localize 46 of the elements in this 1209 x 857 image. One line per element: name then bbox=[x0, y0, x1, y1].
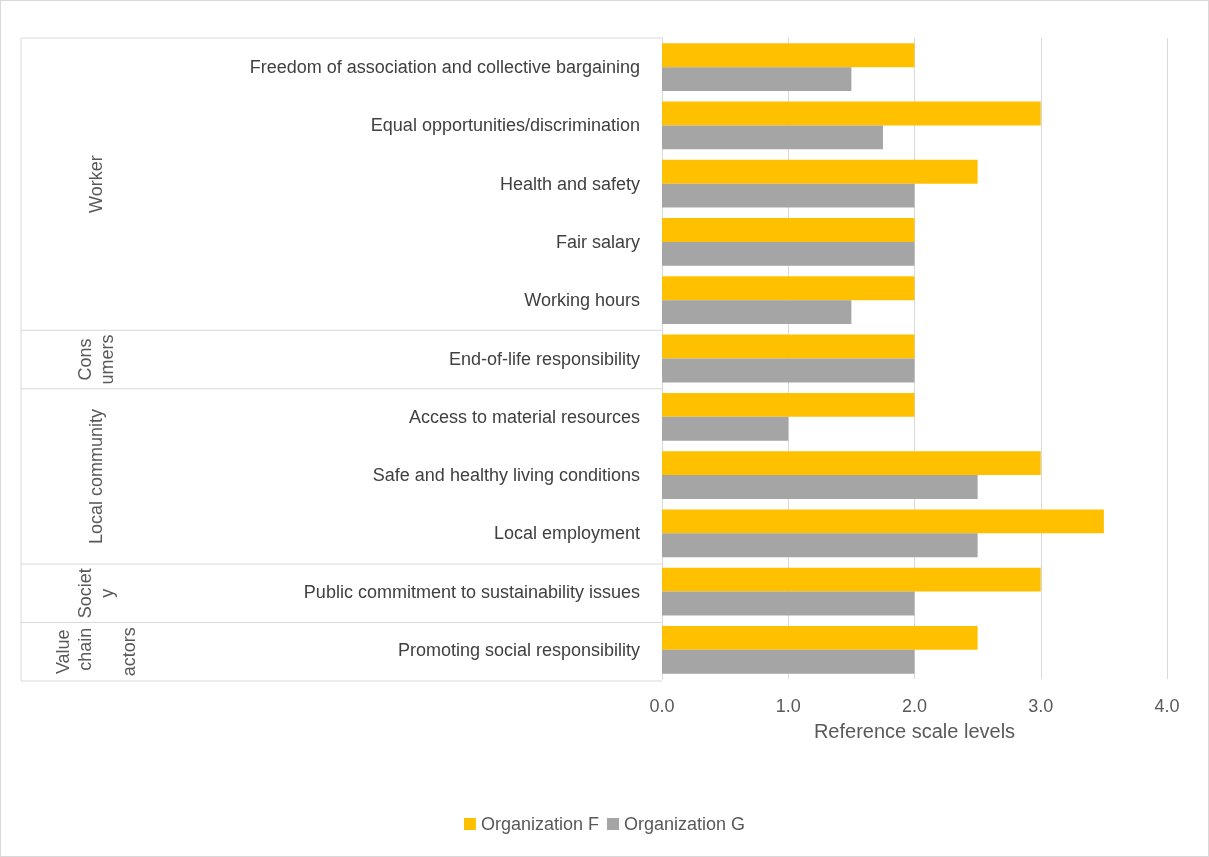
bar bbox=[662, 625, 978, 650]
y-tick-label: End-of-life responsibility bbox=[448, 348, 640, 369]
text: Local community bbox=[86, 408, 106, 544]
y-tick-label: Safe and healthy living conditions bbox=[372, 465, 640, 486]
bar bbox=[662, 43, 915, 68]
bar bbox=[662, 509, 1104, 534]
text: Value chain actors bbox=[53, 627, 139, 677]
bar bbox=[662, 533, 978, 558]
bar bbox=[662, 67, 852, 92]
bar bbox=[662, 125, 883, 150]
y-tick-label: Freedom of association and collective bargaining bbox=[249, 57, 640, 78]
y-tick-label: Equal opportunities/discrimination bbox=[370, 115, 640, 136]
x-axis-title: Reference scale levels bbox=[813, 720, 1016, 742]
bar bbox=[662, 159, 978, 184]
text: Worker bbox=[86, 155, 106, 213]
y-tick-label: Fair salary bbox=[555, 231, 640, 252]
bar bbox=[662, 276, 915, 301]
text: Consumers bbox=[75, 334, 117, 385]
bar bbox=[662, 649, 915, 674]
y-tick-label: Local employment bbox=[493, 523, 640, 544]
bar bbox=[662, 334, 915, 359]
bar bbox=[662, 591, 915, 616]
bar bbox=[662, 300, 852, 325]
bar bbox=[662, 358, 915, 383]
legend-label: Organization F bbox=[480, 814, 599, 834]
bar bbox=[662, 183, 915, 208]
bar bbox=[662, 101, 1041, 126]
x-tick-label: 0.0 bbox=[649, 696, 675, 716]
y-tick-label: Health and safety bbox=[499, 173, 640, 194]
y-tick-label: Public commitment to sustainability issues bbox=[303, 581, 640, 602]
text: Society bbox=[75, 568, 117, 619]
bar bbox=[662, 392, 915, 417]
x-tick-label: 1.0 bbox=[775, 696, 801, 716]
bar bbox=[662, 218, 915, 242]
y-tick-label: Working hours bbox=[524, 290, 640, 311]
bar bbox=[662, 475, 978, 499]
x-tick-label: 4.0 bbox=[1154, 696, 1180, 716]
legend-label: Organization G bbox=[624, 814, 746, 834]
bar bbox=[662, 416, 789, 441]
bar bbox=[662, 241, 915, 266]
bar bbox=[662, 567, 1041, 592]
x-tick-label: 3.0 bbox=[1028, 696, 1054, 716]
x-tick-label: 2.0 bbox=[901, 696, 928, 716]
bar bbox=[662, 451, 1041, 476]
y-tick-label: Promoting social responsibility bbox=[397, 639, 640, 660]
y-tick-label: Access to material resources bbox=[408, 406, 640, 427]
